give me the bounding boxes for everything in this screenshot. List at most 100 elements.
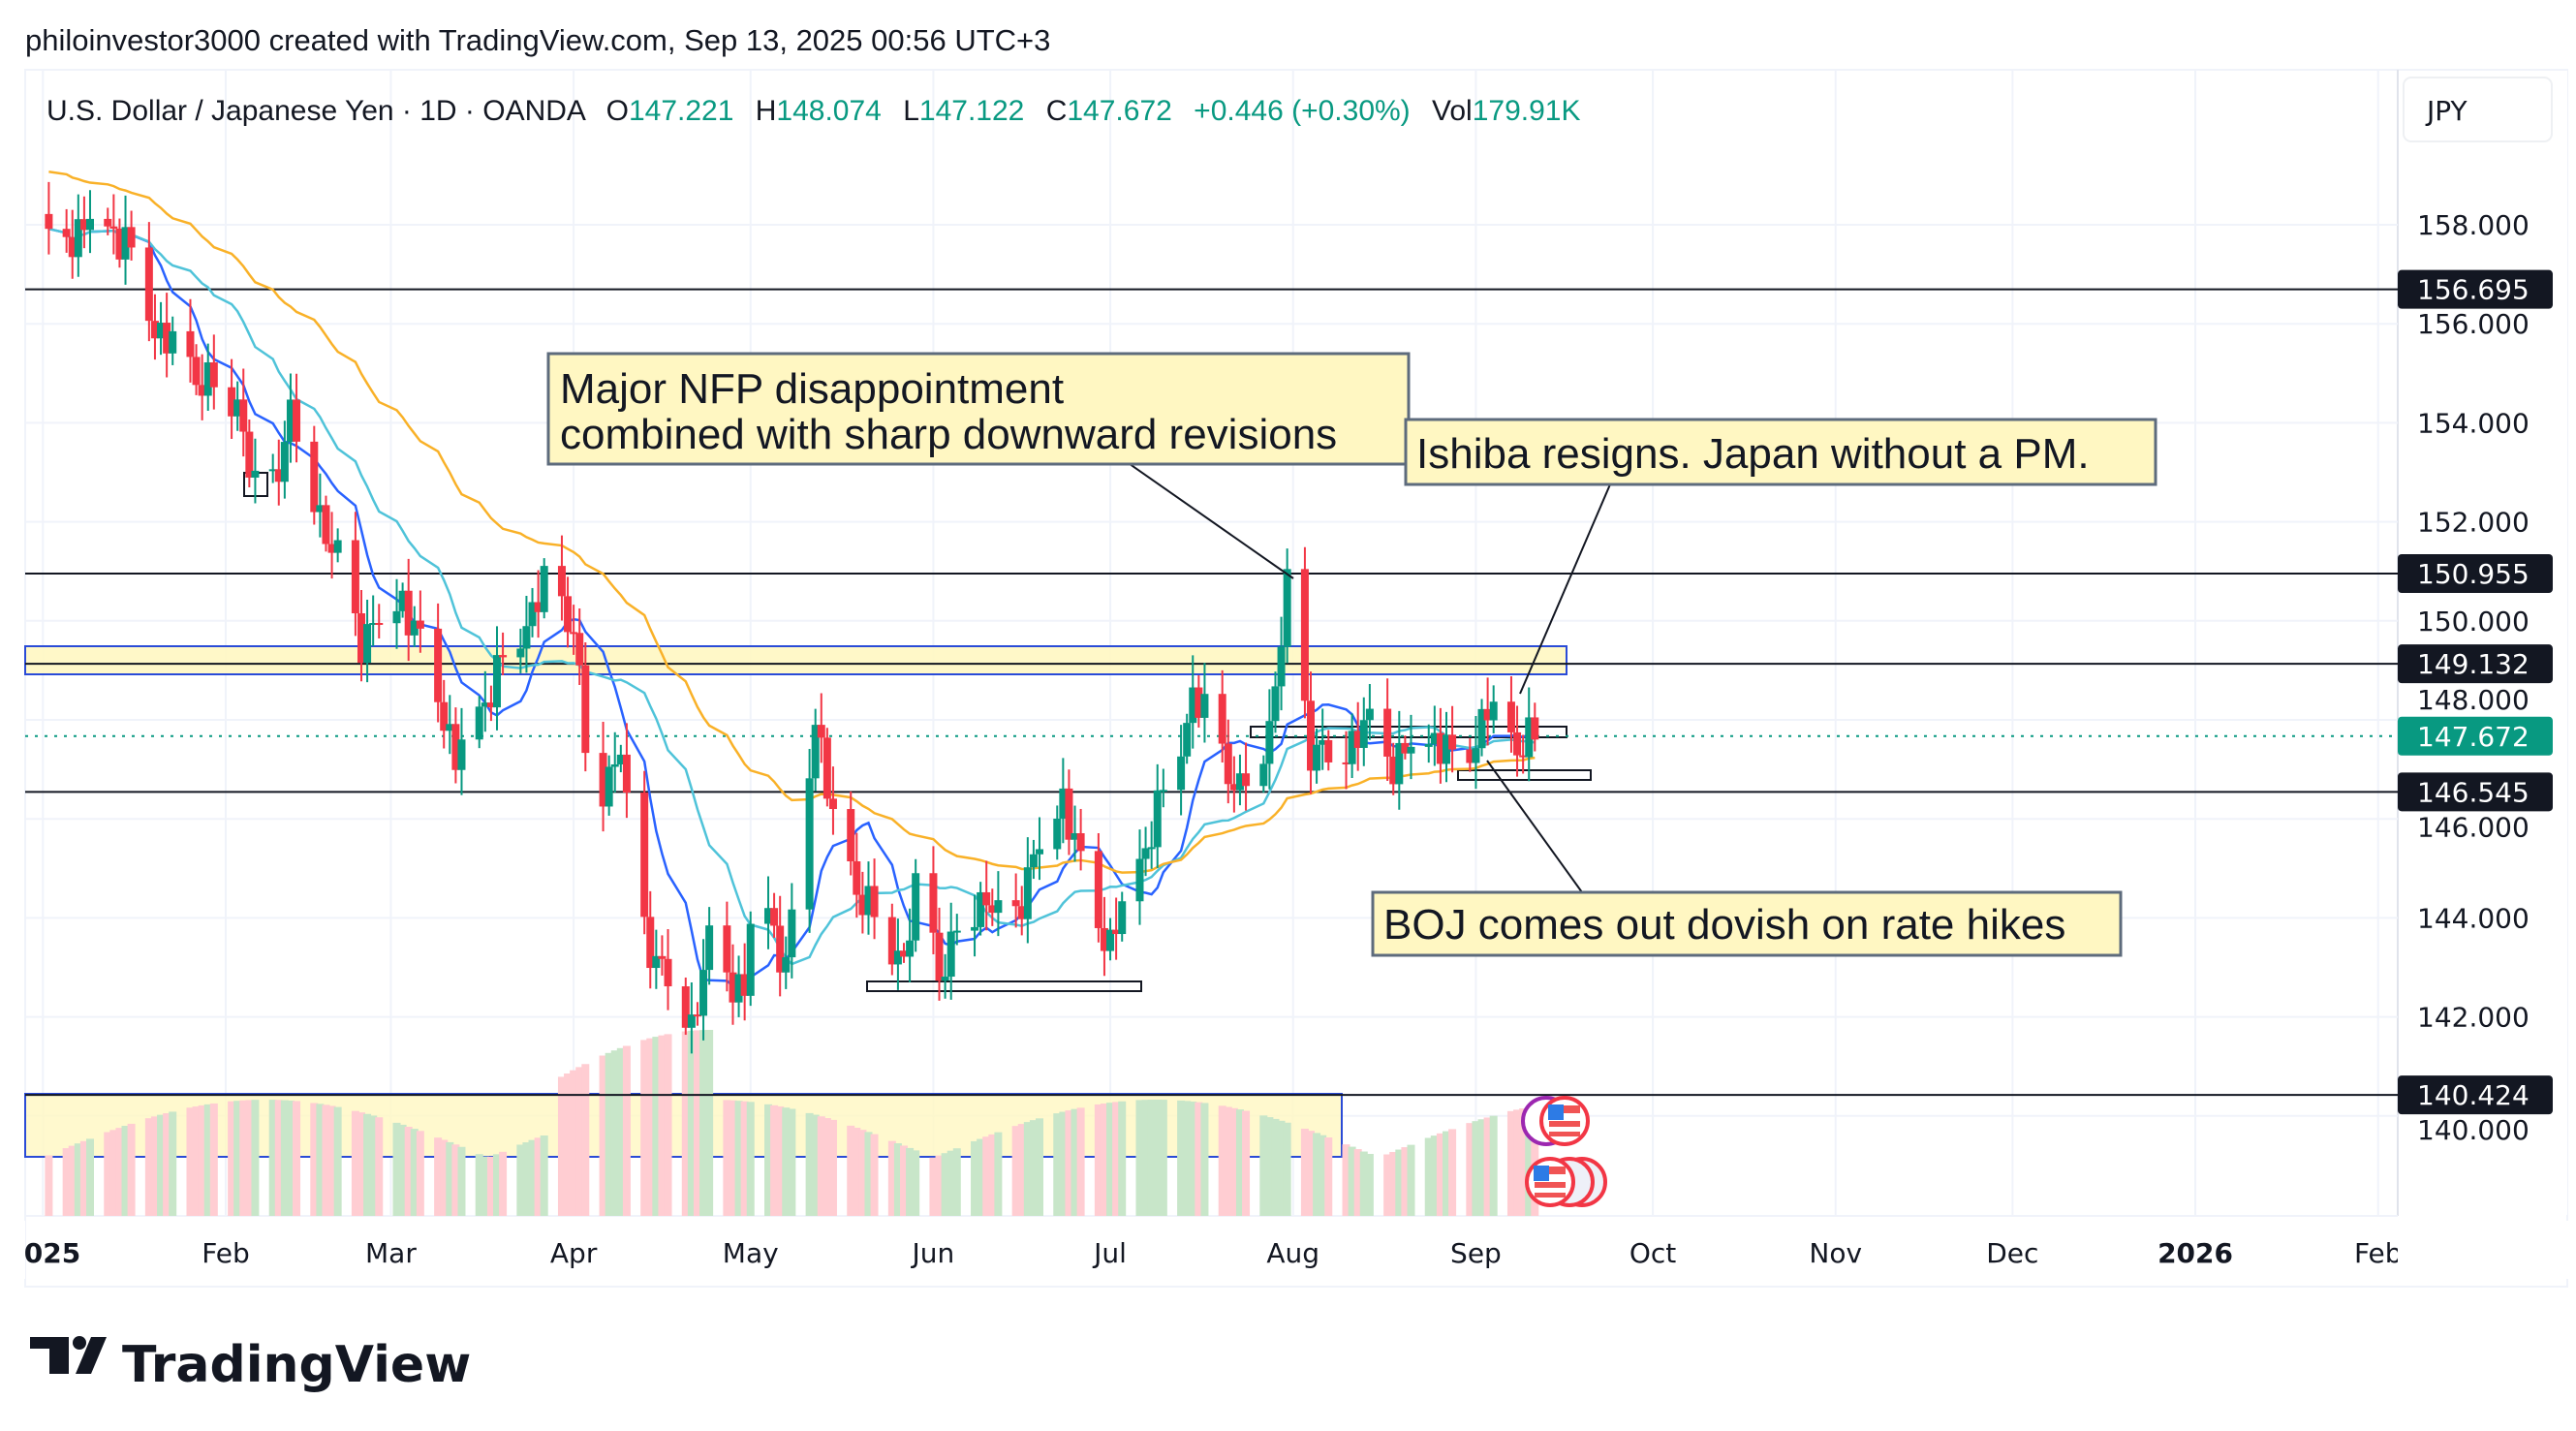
- volume-bar: [864, 1132, 873, 1216]
- volume-bar: [268, 1100, 277, 1216]
- volume-bar: [893, 1143, 902, 1216]
- time-axis[interactable]: 2025 Feb Mar Apr May Jun Jul Aug Sep Oct Nov Dec 202…: [0, 1221, 2576, 1279]
- candle-body: [492, 655, 501, 708]
- candle-body: [369, 622, 378, 625]
- volume-bar: [1389, 1152, 1398, 1216]
- volume-bar: [1141, 1100, 1150, 1216]
- annotation-ishiba-text: Ishiba resigns. Japan without a PM.: [1416, 430, 2090, 478]
- volume-bar: [605, 1052, 613, 1216]
- volume-bar: [705, 1030, 714, 1216]
- volume-bar: [1071, 1108, 1079, 1216]
- candle-body: [245, 431, 254, 478]
- annotation-boj[interactable]: BOJ comes out dovish on rate hikes: [1371, 760, 2123, 957]
- volume-bar: [369, 1115, 378, 1216]
- time-tick-label: Sep: [1450, 1237, 1502, 1269]
- candle-body: [1065, 788, 1073, 840]
- economic-events[interactable]: [1521, 1096, 1607, 1207]
- candle-body: [198, 385, 206, 396]
- candle-body: [1319, 739, 1327, 745]
- yellow-zone-149[interactable]: [24, 645, 1567, 675]
- candle-body: [1307, 700, 1316, 771]
- volume-bar: [1017, 1124, 1026, 1216]
- candle-body: [1365, 708, 1374, 721]
- candle-body: [404, 590, 413, 636]
- volume-bar: [770, 1104, 779, 1216]
- candle-body: [1353, 731, 1362, 748]
- candle-body: [1036, 849, 1044, 855]
- candle-body: [534, 602, 543, 612]
- volume-bar: [658, 1035, 667, 1216]
- candle-body: [1023, 867, 1032, 919]
- high-label: H: [756, 95, 777, 127]
- volume-bar: [788, 1108, 796, 1216]
- candle-body: [481, 702, 489, 707]
- volume-bar: [310, 1103, 319, 1216]
- price-axis[interactable]: [2399, 71, 2567, 1215]
- symbol-title[interactable]: U.S. Dollar / Japanese Yen · 1D · OANDA: [47, 95, 586, 127]
- annotation-ishiba[interactable]: Ishiba resigns. Japan without a PM.: [1404, 418, 2157, 695]
- volume-bar: [481, 1156, 489, 1216]
- volume-bar: [1407, 1144, 1415, 1216]
- volume-bar: [440, 1139, 449, 1216]
- price-tick-label: 142.000: [2417, 1002, 2529, 1034]
- candle-body: [363, 624, 372, 664]
- volume-bar: [622, 1045, 631, 1216]
- volume-bar: [434, 1137, 443, 1216]
- candle-body: [575, 633, 584, 666]
- volume-bar: [941, 1153, 949, 1216]
- candle-body: [681, 986, 690, 1028]
- volume-bar: [239, 1100, 248, 1216]
- candle-body: [398, 590, 407, 611]
- volume-bar: [416, 1131, 424, 1216]
- candle-body: [1218, 694, 1226, 744]
- candle-body: [1430, 732, 1439, 745]
- candle-body: [1313, 744, 1321, 771]
- currency-button[interactable]: JPY: [2403, 77, 2553, 142]
- volume-label: Vol: [1432, 95, 1473, 127]
- candle-body: [729, 972, 737, 1003]
- candle-body: [822, 737, 831, 799]
- volume-bar: [687, 1030, 696, 1216]
- volume-bar: [1218, 1105, 1226, 1216]
- volume-bar: [228, 1101, 236, 1216]
- candle-body: [646, 917, 655, 969]
- volume-bar: [1531, 1105, 1539, 1216]
- volume-bar: [1313, 1133, 1321, 1216]
- candle-body: [982, 891, 991, 906]
- volume-bar: [1235, 1109, 1244, 1216]
- ohlc-legend: U.S. Dollar / Japanese Yen · 1D · OANDA …: [47, 95, 1581, 127]
- candle-body: [1489, 701, 1498, 721]
- candle-body: [209, 362, 218, 388]
- us-flag-icon[interactable]: [1525, 1157, 1575, 1207]
- volume-bar: [1159, 1100, 1167, 1216]
- annotation-nfp[interactable]: Major NFP disappointment combined with s…: [546, 352, 1411, 579]
- candle-body: [870, 886, 879, 918]
- time-tick-label: Feb: [202, 1237, 250, 1269]
- volume-bar: [1383, 1154, 1392, 1216]
- range-box-aug-sep[interactable]: [1250, 726, 1567, 738]
- candle-body: [268, 469, 277, 472]
- annotation-ishiba-box: [1404, 418, 2157, 486]
- us-flag-icon[interactable]: [1539, 1096, 1590, 1146]
- candle-body: [564, 596, 573, 633]
- level-label: 140.424: [2417, 1079, 2529, 1111]
- range-box-june[interactable]: [866, 980, 1142, 992]
- annotation-nfp-box: [546, 352, 1411, 466]
- volume-bar: [79, 1140, 88, 1216]
- range-box-sep[interactable]: [1457, 769, 1592, 781]
- volume-bar: [68, 1145, 77, 1216]
- volume-bar: [952, 1148, 961, 1216]
- candle-body: [274, 469, 283, 482]
- time-tick-label: May: [723, 1237, 779, 1269]
- volume-bar: [1224, 1106, 1232, 1216]
- volume-bar: [357, 1112, 365, 1216]
- candle-body: [522, 626, 531, 649]
- candle-body: [1200, 694, 1209, 718]
- volume-bar: [1036, 1118, 1044, 1216]
- volume-bar: [1483, 1117, 1492, 1216]
- volume-bar: [570, 1070, 578, 1216]
- candle-body: [351, 540, 359, 614]
- candle-body: [104, 218, 112, 227]
- time-tick-label: Jul: [1092, 1237, 1127, 1269]
